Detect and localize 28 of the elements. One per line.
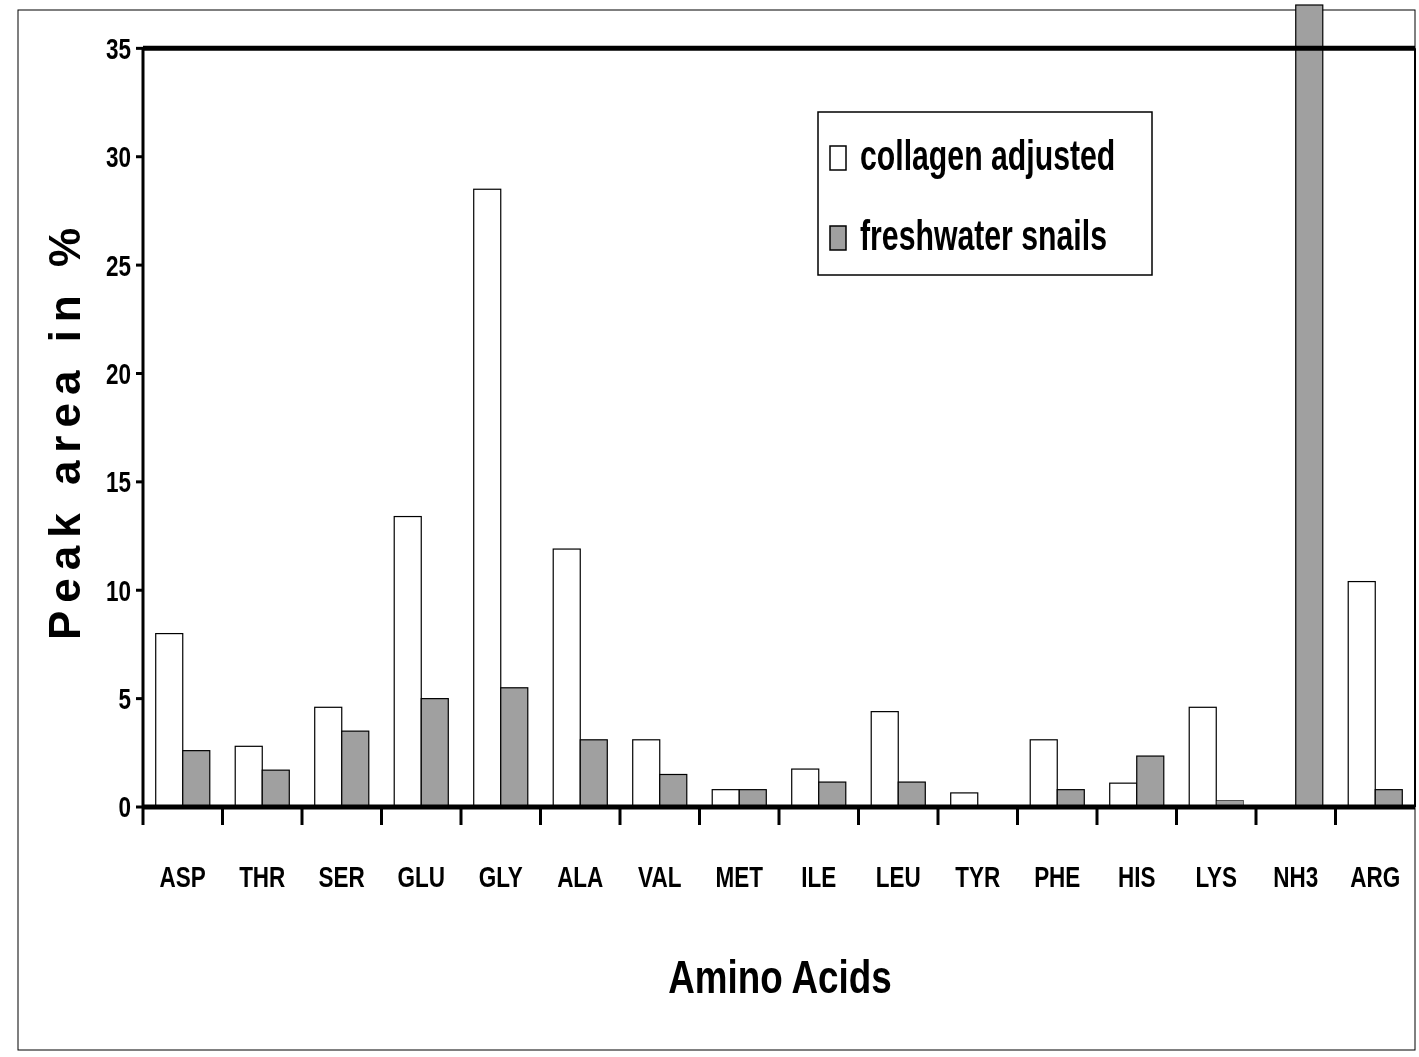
x-tick-label: LEU (875, 859, 921, 894)
y-tick-label: 35 (105, 31, 131, 66)
x-tick-label: GLU (397, 859, 445, 894)
x-tick-label: ALA (557, 859, 604, 894)
x-tick-label: THR (239, 859, 286, 894)
legend-label: freshwater snails (860, 212, 1107, 260)
x-tick-label: GLY (478, 859, 524, 894)
x-tick-label: PHE (1034, 859, 1081, 894)
x-tick-label: ARG (1350, 859, 1401, 894)
y-tick-label: 5 (118, 681, 131, 716)
y-axis-title: Peak area in % (40, 219, 89, 641)
y-tick-label: 10 (105, 573, 131, 608)
y-tick-label: 30 (105, 140, 131, 175)
x-tick-label: ILE (801, 859, 837, 894)
x-tick-label: SER (318, 859, 365, 894)
x-tick-label: ASP (159, 859, 206, 894)
y-tick-label: 0 (118, 790, 131, 825)
y-tick-label: 20 (105, 356, 131, 391)
x-tick-label: VAL (638, 859, 682, 894)
x-tick-label: MET (715, 859, 763, 894)
x-tick-label: TYR (955, 859, 1001, 894)
y-tick-label: 15 (105, 465, 131, 500)
legend-label: collagen adjusted (860, 132, 1116, 180)
x-axis-title: Amino Acids (668, 951, 892, 1003)
y-tick-label: 25 (105, 248, 131, 283)
x-tick-label: LYS (1195, 859, 1238, 894)
x-tick-label: NH3 (1273, 859, 1319, 894)
x-tick-label: HIS (1118, 859, 1156, 894)
